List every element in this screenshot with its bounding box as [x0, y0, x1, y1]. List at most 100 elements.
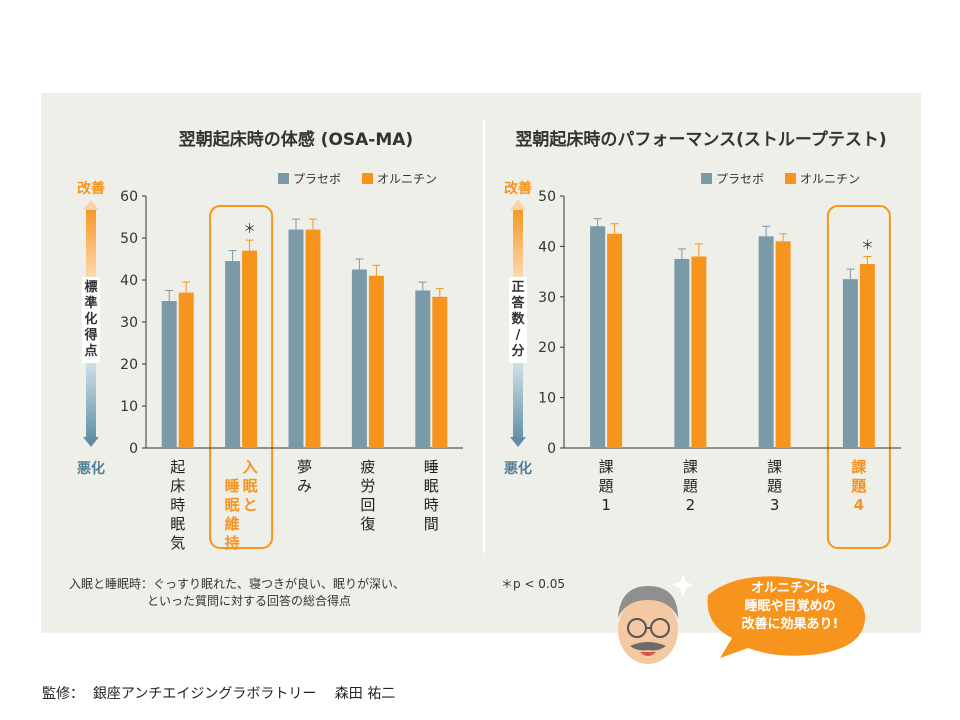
- y-tick-label: 0: [129, 441, 138, 457]
- y-axis-label-char: 正: [511, 280, 524, 295]
- category-label-char: 間: [424, 515, 439, 533]
- category-label-char: 眠: [170, 515, 185, 533]
- bubble-line-2: 睡眠や目覚めの: [744, 599, 836, 614]
- category-label-char: 1: [601, 496, 611, 514]
- y-axis-label-char: 標: [84, 279, 97, 295]
- y-tick-label: 20: [120, 357, 138, 373]
- legend-label: オルニチン: [800, 172, 860, 186]
- chart-title: 翌朝起床時の体感 (OSA-MA): [179, 129, 413, 150]
- y-axis-label-char: 点: [84, 343, 97, 359]
- legend-swatch: [278, 173, 289, 184]
- category-label-char: 課: [767, 458, 782, 476]
- bar-placebo: [415, 290, 431, 448]
- category-label-char: 睡: [424, 458, 439, 476]
- note-line-1: 入眠と睡眠時：ぐっすり眠れた、寝つきが良い、眠りが深い、: [69, 577, 406, 591]
- y-tick-label: 30: [538, 290, 556, 306]
- worsen-label: 悪化: [504, 460, 532, 477]
- y-axis-label-char: 準: [84, 295, 97, 311]
- category-label-char: み: [297, 477, 312, 495]
- category-label-char: 2: [686, 496, 696, 514]
- legend-swatch: [701, 173, 712, 184]
- category-label-char: 題: [683, 477, 698, 495]
- highlight-box: [209, 205, 274, 549]
- category-label-char: 労: [360, 477, 375, 495]
- legend-label: プラセボ: [293, 172, 341, 186]
- y-tick-label: 40: [120, 273, 138, 289]
- figure-panel: 翌朝起床時の体感 (OSA-MA) プラセボ オルニチン 0 10 20 30 40 50 60 改…: [41, 93, 921, 633]
- category-label-char: 時: [170, 496, 185, 514]
- category-label-char: 持: [225, 534, 240, 552]
- bar-placebo: [842, 279, 858, 448]
- y-tick-label: 10: [538, 391, 556, 407]
- bar-placebo: [590, 226, 606, 448]
- improve-label: 改善: [77, 180, 105, 197]
- significance-mark: ＊: [861, 238, 874, 253]
- category-label-char: 題: [767, 477, 782, 495]
- bar-placebo: [161, 301, 177, 448]
- bar-placebo: [674, 259, 690, 448]
- y-tick-label: 30: [120, 315, 138, 331]
- bubble-line-1: オルニチンは: [750, 581, 829, 596]
- up-arrow-icon: [510, 200, 526, 210]
- category-label-char: と: [243, 496, 258, 514]
- y-tick-label: 60: [120, 189, 138, 205]
- bubble-line-3: 改善に効果あり!: [741, 617, 839, 632]
- y-axis-label-char: 得: [83, 327, 97, 343]
- category-label-char: 4: [854, 496, 864, 514]
- category-label-char: 疲: [360, 458, 375, 476]
- bar-placebo: [288, 229, 304, 448]
- significance-mark: ＊: [243, 222, 256, 237]
- p-value-note: ＊p < 0.05: [501, 577, 566, 591]
- highlight-box: [826, 205, 891, 549]
- bar-ornithine: [859, 264, 875, 448]
- category-label-char: 3: [770, 496, 780, 514]
- bar-ornithine: [607, 233, 623, 448]
- y-tick-label: 10: [120, 399, 138, 415]
- category-label-char: 起: [170, 458, 185, 476]
- y-tick-label: 0: [547, 441, 556, 457]
- legend-label: オルニチン: [377, 172, 437, 186]
- y-tick-label: 20: [538, 340, 556, 356]
- category-label-char: 夢: [297, 458, 312, 476]
- bar-ornithine: [775, 241, 791, 448]
- bar-placebo: [225, 261, 241, 448]
- note-line-2: といった質問に対する回答の総合得点: [147, 594, 352, 608]
- y-tick-label: 50: [120, 231, 138, 247]
- category-label-char: 題: [851, 477, 867, 495]
- y-axis-label-char: 化: [84, 311, 97, 327]
- bar-ornithine: [305, 229, 321, 448]
- bar-ornithine: [178, 292, 194, 448]
- ylabel-bg: [509, 277, 527, 363]
- y-tick-label: 40: [538, 239, 556, 255]
- bar-ornithine: [691, 256, 707, 448]
- bar-ornithine: [368, 275, 384, 448]
- ylabel-bg: [82, 277, 100, 363]
- down-arrow-icon: [510, 437, 526, 447]
- y-axis-label-char: 分: [511, 343, 524, 359]
- y-tick-label: 50: [538, 189, 556, 205]
- category-label-char: 時: [424, 496, 439, 514]
- category-label-char: 気: [170, 534, 185, 552]
- worsen-label: 悪化: [77, 460, 105, 477]
- category-label-char: 入: [243, 458, 258, 476]
- y-axis-label-char: 答: [511, 295, 525, 311]
- legend-swatch: [785, 173, 796, 184]
- supervisor-credit: 監修： 銀座アンチエイジングラボラトリー 森田 祐二: [42, 686, 396, 702]
- speech-bubble: [707, 576, 866, 658]
- doctor-icon: [618, 574, 694, 664]
- bar-ornithine: [242, 250, 258, 448]
- bar-ornithine: [432, 296, 448, 448]
- legend-swatch: [362, 173, 373, 184]
- category-label-char: 題: [599, 477, 614, 495]
- category-label-char: 眠: [225, 496, 240, 514]
- category-label-char: 課: [683, 458, 698, 476]
- y-axis-label-char: /: [516, 328, 521, 343]
- category-label-char: 眠: [243, 477, 258, 495]
- mascot-illustration: [618, 574, 866, 664]
- up-arrow-icon: [83, 200, 99, 210]
- category-label-char: 睡: [225, 477, 240, 495]
- category-label-char: 維: [225, 515, 240, 533]
- category-label-char: 課: [851, 458, 867, 476]
- category-label-char: 課: [599, 458, 614, 476]
- category-label-char: 復: [360, 515, 375, 533]
